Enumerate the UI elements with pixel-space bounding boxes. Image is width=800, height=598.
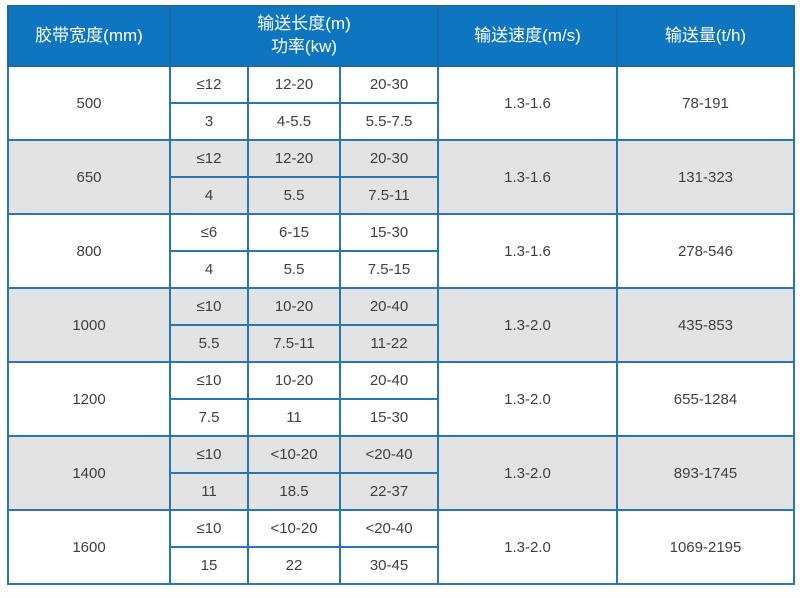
belt-width-cell: 1400 <box>7 435 171 511</box>
power-cell: 5.5 <box>247 250 341 289</box>
speed-cell: 1.3-2.0 <box>437 509 618 585</box>
power-cell: 4 <box>169 176 249 215</box>
power-cell: 22-37 <box>339 472 439 511</box>
table-row: 4 5.5 7.5-15 <box>8 250 794 289</box>
power-cell: 11 <box>247 398 341 437</box>
table-row: 500 ≤12 12-20 20-30 1.3-1.6 78-191 <box>7 65 795 141</box>
belt-width-cell: 1200 <box>7 361 171 437</box>
speed-cell: 1.3-2.0 <box>437 287 618 363</box>
power-cell: 3 <box>169 102 249 141</box>
power-cell: 18.5 <box>247 472 341 511</box>
table-body: 500 ≤12 12-20 20-30 1.3-1.6 78-191 3 4-5… <box>7 65 795 585</box>
table-header: 胶带宽度(mm) 输送长度(m) 功率(kw) 输送速度(m/s) 输送量(t/… <box>7 5 795 67</box>
power-cell: 5.5-7.5 <box>339 102 439 141</box>
length-cell: ≤10 <box>169 287 249 326</box>
length-cell: 12-20 <box>247 139 341 178</box>
power-cell: 11-22 <box>339 324 439 363</box>
length-cell: 20-40 <box>339 361 439 400</box>
power-cell: 4-5.5 <box>247 102 341 141</box>
capacity-cell: 1069-2195 <box>616 509 795 585</box>
capacity-cell: 893-1745 <box>616 435 795 511</box>
power-cell: 5.5 <box>169 324 249 363</box>
length-cell: 12-20 <box>247 65 341 104</box>
power-cell: 7.5-11 <box>339 176 439 215</box>
length-cell: 20-40 <box>339 287 439 326</box>
capacity-cell: 131-323 <box>616 139 795 215</box>
capacity-cell: 78-191 <box>616 65 795 141</box>
power-cell: 30-45 <box>339 546 439 585</box>
speed-cell: 1.3-2.0 <box>437 435 618 511</box>
length-cell: ≤12 <box>169 139 249 178</box>
power-cell: 15 <box>169 546 249 585</box>
capacity-cell: 278-546 <box>616 213 795 289</box>
header-power-line: 功率(kw) <box>270 37 338 56</box>
power-cell: 7.5-15 <box>339 250 439 289</box>
header-length-power: 输送长度(m) 功率(kw) <box>169 5 439 67</box>
length-cell: ≤6 <box>169 213 249 252</box>
length-cell: ≤10 <box>169 361 249 400</box>
speed-cell: 1.3-1.6 <box>437 213 618 289</box>
power-cell: 7.5 <box>169 398 249 437</box>
table-row: 15 22 30-45 <box>8 546 794 585</box>
length-cell: <20-40 <box>339 509 439 548</box>
table-row: 1000 ≤10 10-20 20-40 1.3-2.0 435-853 <box>7 287 795 363</box>
table-row: 11 18.5 22-37 <box>8 472 794 511</box>
length-cell: ≤12 <box>169 65 249 104</box>
table-row: 1600 ≤10 <10-20 <20-40 1.3-2.0 1069-2195 <box>7 509 795 585</box>
header-length-line: 输送长度(m) <box>257 14 351 34</box>
power-cell: 22 <box>247 546 341 585</box>
speed-cell: 1.3-1.6 <box>437 65 618 141</box>
power-cell: 4 <box>169 250 249 289</box>
length-cell: ≤10 <box>169 509 249 548</box>
table-row: 800 ≤6 6-15 15-30 1.3-1.6 278-546 <box>7 213 795 289</box>
belt-width-cell: 650 <box>7 139 171 215</box>
header-belt-width: 胶带宽度(mm) <box>7 5 171 67</box>
capacity-cell: 435-853 <box>616 287 795 363</box>
length-cell: 10-20 <box>247 287 341 326</box>
belt-width-cell: 500 <box>7 65 171 141</box>
power-cell: 7.5-11 <box>247 324 341 363</box>
length-cell: 15-30 <box>339 213 439 252</box>
belt-width-cell: 800 <box>7 213 171 289</box>
length-cell: 6-15 <box>247 213 341 252</box>
speed-cell: 1.3-2.0 <box>437 361 618 437</box>
length-cell: <20-40 <box>339 435 439 474</box>
length-cell: <10-20 <box>247 509 341 548</box>
power-cell: 15-30 <box>339 398 439 437</box>
speed-cell: 1.3-1.6 <box>437 139 618 215</box>
length-cell: 10-20 <box>247 361 341 400</box>
header-capacity: 输送量(t/h) <box>616 5 795 67</box>
table-row: 5.5 7.5-11 11-22 <box>8 324 794 363</box>
table-row: 7.5 11 15-30 <box>8 398 794 437</box>
length-cell: 20-30 <box>339 65 439 104</box>
belt-width-cell: 1000 <box>7 287 171 363</box>
table-row: 1400 ≤10 <10-20 <20-40 1.3-2.0 893-1745 <box>7 435 795 511</box>
length-cell: <10-20 <box>247 435 341 474</box>
power-cell: 5.5 <box>247 176 341 215</box>
belt-conveyor-spec-table: 胶带宽度(mm) 输送长度(m) 功率(kw) 输送速度(m/s) 输送量(t/… <box>7 5 795 585</box>
power-cell: 11 <box>169 472 249 511</box>
table-row: 3 4-5.5 5.5-7.5 <box>8 102 794 141</box>
length-cell: 20-30 <box>339 139 439 178</box>
length-cell: ≤10 <box>169 435 249 474</box>
header-speed: 输送速度(m/s) <box>437 5 618 67</box>
table-row: 4 5.5 7.5-11 <box>8 176 794 215</box>
belt-width-cell: 1600 <box>7 509 171 585</box>
table-row: 650 ≤12 12-20 20-30 1.3-1.6 131-323 <box>7 139 795 215</box>
table-row: 1200 ≤10 10-20 20-40 1.3-2.0 655-1284 <box>7 361 795 437</box>
capacity-cell: 655-1284 <box>616 361 795 437</box>
header-row: 胶带宽度(mm) 输送长度(m) 功率(kw) 输送速度(m/s) 输送量(t/… <box>7 5 795 67</box>
